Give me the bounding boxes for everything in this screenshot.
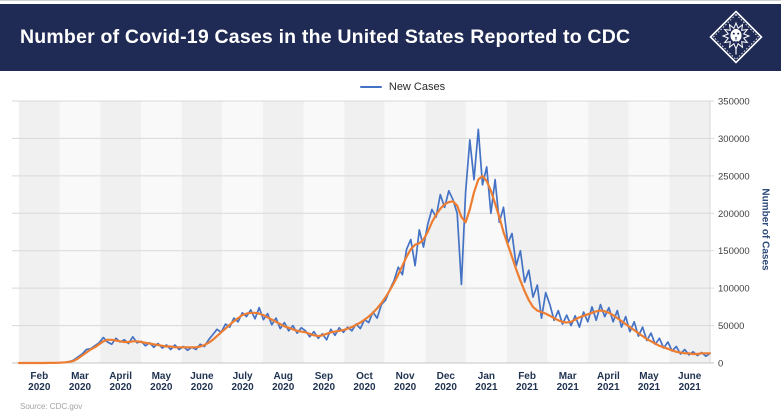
x-tick-label: Nov 2020 [394, 371, 417, 393]
x-tick-label: Feb 2020 [28, 371, 51, 393]
y-tick-label: 100000 [718, 284, 750, 295]
trend-line [17, 174, 712, 365]
month-band [100, 101, 141, 363]
month-band [669, 101, 710, 363]
month-band [59, 101, 101, 363]
title-bar: Number of Covid-19 Cases in the United S… [0, 4, 781, 71]
month-band [303, 101, 345, 363]
month-band [506, 101, 548, 363]
chart-legend: New Cases [0, 79, 781, 95]
x-tick-label: Feb 2021 [516, 371, 539, 393]
month-band [19, 101, 60, 363]
y-tick-label: 200000 [718, 209, 750, 220]
month-band [140, 101, 182, 363]
y-tick-label: 300000 [718, 134, 750, 145]
x-tick-label: April 2021 [597, 371, 620, 393]
y-tick-label: 0 [718, 359, 723, 370]
month-band [222, 101, 263, 363]
month-band [181, 101, 223, 363]
x-tick-label: Sep 2020 [313, 371, 336, 393]
x-tick-label: Mar 2020 [69, 371, 92, 393]
legend-label: New Cases [388, 81, 446, 93]
x-tick-label: May 2020 [150, 371, 173, 393]
x-tick-label: Aug 2020 [272, 371, 295, 393]
legend-line-marker [359, 85, 382, 89]
page-title: Number of Covid-19 Cases in the United S… [20, 25, 631, 48]
x-tick-label: April 2020 [109, 371, 132, 393]
x-tick-label: Oct 2020 [353, 371, 376, 393]
month-band [466, 101, 507, 363]
y-axis-title: Number of Cases [759, 188, 771, 271]
x-tick-label: June 2020 [190, 371, 214, 393]
x-tick-label: Dec 2020 [435, 371, 458, 393]
source-note: Source: CDC.gov [20, 402, 83, 411]
x-tick-label: June 2021 [678, 371, 702, 393]
month-band [588, 101, 629, 363]
y-tick-label: 350000 [718, 97, 750, 108]
y-tick-label: 250000 [718, 171, 750, 182]
y-tick-label: 150000 [718, 246, 750, 257]
x-tick-label: July 2020 [231, 371, 254, 393]
month-band [547, 101, 588, 363]
x-tick-label: Mar 2021 [557, 371, 580, 393]
month-band [628, 101, 670, 363]
month-band [344, 101, 385, 363]
x-tick-label: May 2021 [638, 371, 661, 393]
y-tick-label: 50000 [718, 321, 744, 332]
lion-logo-icon [704, 5, 768, 69]
x-tick-label: Jan 2021 [475, 371, 498, 393]
month-band [425, 101, 467, 363]
